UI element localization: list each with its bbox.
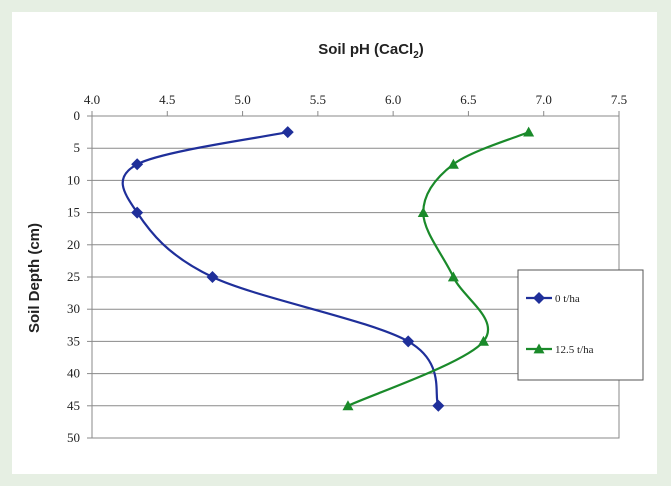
data-point <box>447 158 459 169</box>
x-axis-title-subscript: 2 <box>413 50 419 61</box>
series-line <box>347 131 530 407</box>
x-tick-label: 6.5 <box>460 92 476 107</box>
x-tick-label: 5.0 <box>234 92 250 107</box>
x-tick-label: 7.5 <box>611 92 627 107</box>
legend: 0 t/ha 12.5 t/ha <box>517 269 644 381</box>
y-tick-label: 5 <box>74 140 81 155</box>
y-tick-label: 45 <box>67 398 80 413</box>
x-tick-label: 5.5 <box>310 92 326 107</box>
legend-box <box>517 269 644 381</box>
chart-svg: Soil pH (CaCl2) Soil Depth (cm) 05101520… <box>26 41 644 445</box>
data-point <box>432 399 445 412</box>
data-point <box>447 271 459 282</box>
x-tick-label: 4.5 <box>159 92 175 107</box>
series-1 <box>121 126 445 412</box>
x-axis-title: Soil pH (CaCl2) <box>318 41 424 61</box>
x-tick-label: 7.0 <box>536 92 552 107</box>
data-point <box>402 335 415 348</box>
data-point <box>477 335 489 346</box>
x-tick-label: 4.0 <box>84 92 100 107</box>
chart-panel: Soil pH (CaCl2) Soil Depth (cm) 0 5 10 15 20… <box>12 12 657 474</box>
data-point <box>417 207 429 217</box>
legend-label: 12.5 t/ha <box>555 344 594 356</box>
y-tick-label: 30 <box>67 301 80 316</box>
y-tick-label: 20 <box>67 237 80 252</box>
data-point <box>206 271 219 283</box>
y-axis-title: Soil Depth (cm) <box>26 223 43 333</box>
y-tick-label: 40 <box>67 366 80 381</box>
data-point <box>131 206 144 219</box>
series-2 <box>342 126 535 411</box>
y-tick-label: 10 <box>67 172 80 187</box>
data-point <box>523 126 535 137</box>
series-line <box>121 131 440 407</box>
y-tick-label: 25 <box>67 269 80 284</box>
x-tick-label: 6.0 <box>385 92 401 107</box>
legend-label: 0 t/ha <box>555 293 580 305</box>
y-tick-label: 35 <box>67 333 80 348</box>
legend-swatch-marker <box>533 343 545 354</box>
data-point <box>342 400 354 411</box>
y-tick-label: 50 <box>67 430 80 445</box>
y-tick-label: 0 <box>74 108 81 123</box>
data-point <box>281 126 294 139</box>
legend-swatch-marker <box>533 292 545 304</box>
y-tick-label: 15 <box>67 205 80 220</box>
data-point <box>131 158 144 171</box>
